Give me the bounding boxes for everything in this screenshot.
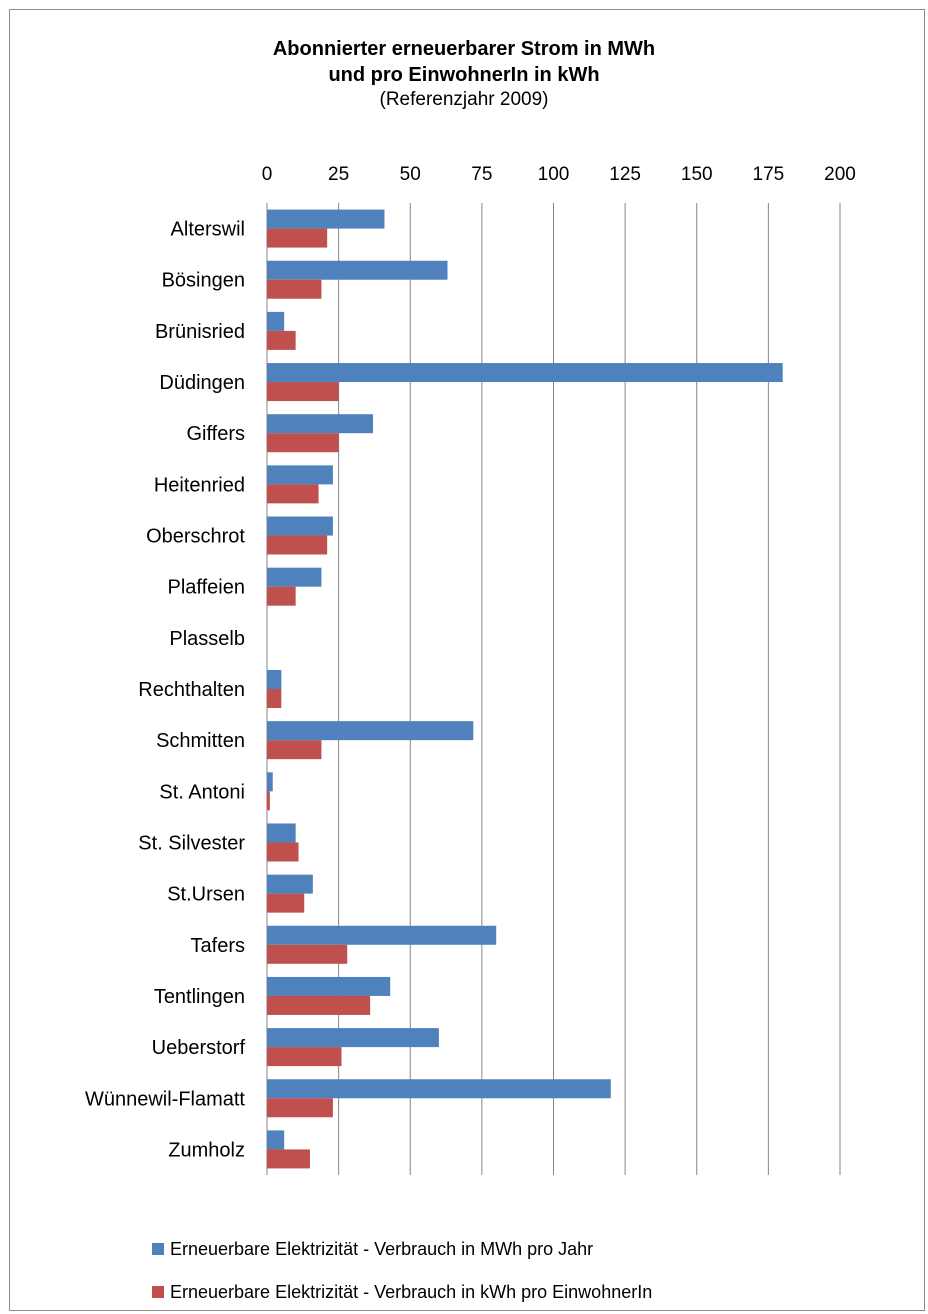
x-tick-label: 50 [400,164,421,185]
category-label: Plaffeien [168,577,245,599]
bar-kwh [267,791,270,811]
chart-subtitle: (Referenzjahr 2009) [379,89,549,110]
bar-mwh [267,1079,611,1099]
x-tick-label: 200 [824,164,856,185]
bar-mwh [267,209,385,229]
legend-label-kwh: Erneuerbare Elektrizität - Verbrauch in … [170,1281,653,1302]
category-label: Ueberstorf [152,1037,246,1059]
category-label: Schmitten [156,730,245,752]
bar-kwh [267,1098,333,1118]
bar-kwh [267,689,282,708]
x-tick-label: 100 [538,164,570,185]
category-label: Düdingen [159,372,245,394]
bar-mwh [267,823,296,843]
bar-mwh [267,516,333,536]
x-tick-label: 0 [262,164,273,185]
category-label: Bösingen [162,270,245,292]
bar-kwh [267,740,322,760]
category-label: St. Silvester [138,832,245,854]
bar-kwh [267,586,296,606]
bar-kwh [267,1149,310,1169]
bar-mwh [267,1028,439,1048]
bar-kwh [267,535,328,555]
category-label: Rechthalten [138,679,245,701]
bar-mwh [267,311,285,331]
category-label: Giffers [186,423,245,445]
category-label: Tafers [191,935,245,957]
x-tick-label: 75 [471,164,492,185]
legend-swatch-kwh [152,1286,164,1298]
category-label: Brünisried [155,321,245,343]
bar-mwh [267,976,391,996]
bar-kwh [267,1047,342,1067]
bar-kwh [267,944,348,964]
bar-mwh [267,363,783,383]
bar-kwh [267,279,322,299]
bar-kwh [267,382,339,402]
x-tick-label: 125 [609,164,641,185]
category-label: Oberschrot [146,526,245,548]
bar-mwh [267,1130,285,1150]
bar-kwh [267,433,339,453]
bar-kwh [267,842,299,862]
category-label: Alterswil [171,219,245,241]
bar-mwh [267,670,282,689]
bar-kwh [267,228,328,248]
chart-title-block: Abonnierter erneuerbarer Strom in MWh un… [0,36,928,112]
bar-kwh [267,330,296,350]
legend-item-kwh: Erneuerbare Elektrizität - Verbrauch in … [152,1280,652,1304]
category-label: St.Ursen [167,884,245,906]
category-label: Plasselb [169,628,245,650]
x-tick-label: 150 [681,164,713,185]
bar-mwh [267,465,333,485]
bar-mwh [267,874,313,894]
chart-title-line-2: und pro EinwohnerIn in kWh [328,64,600,86]
legend-item-mwh: Erneuerbare Elektrizität - Verbrauch in … [152,1237,593,1261]
bar-mwh [267,567,322,587]
bar-mwh [267,925,497,945]
category-label: St. Antoni [159,781,245,803]
bar-mwh [267,414,374,434]
bar-mwh [267,721,474,741]
bar-kwh [267,484,319,504]
bar-kwh [267,995,371,1015]
legend-swatch-mwh [152,1243,164,1255]
category-label: Tentlingen [154,986,245,1008]
x-tick-label: 175 [753,164,785,185]
category-label: Heitenried [154,474,245,496]
bar-mwh [267,260,448,280]
chart-title-line-1: Abonnierter erneuerbarer Strom in MWh [272,38,656,60]
legend-label-mwh: Erneuerbare Elektrizität - Verbrauch in … [170,1238,594,1259]
x-tick-label: 25 [328,164,349,185]
category-label: Wünnewil-Flamatt [85,1088,245,1110]
category-label: Zumholz [168,1139,245,1161]
bar-kwh [267,893,305,913]
bar-mwh [267,772,273,792]
